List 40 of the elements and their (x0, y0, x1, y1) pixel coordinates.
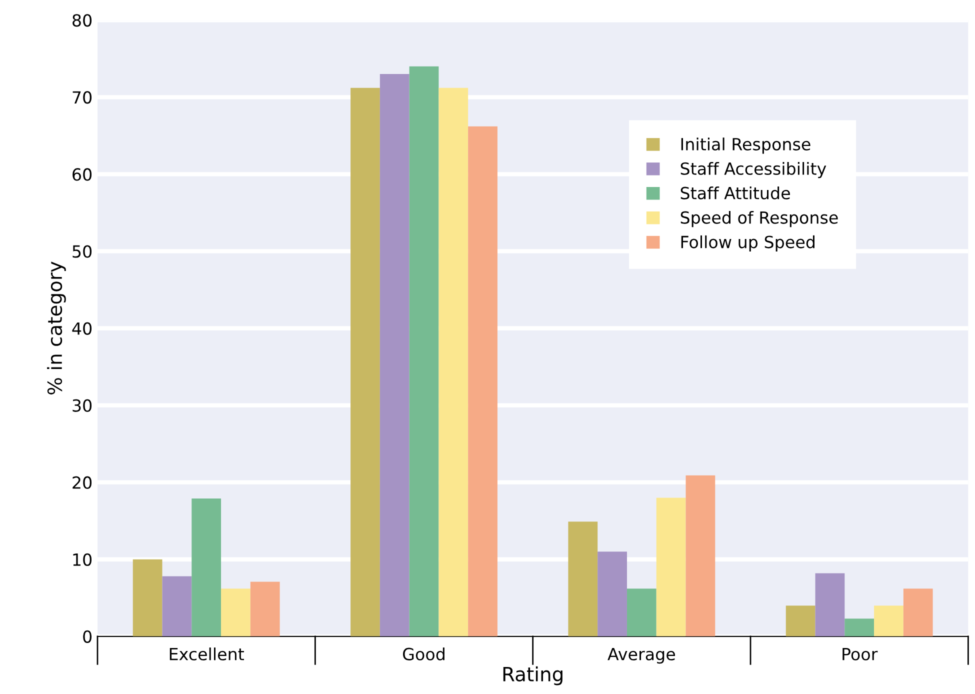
legend-label: Staff Accessibility (680, 162, 826, 178)
legend-label: Staff Attitude (680, 186, 790, 200)
bar (874, 606, 904, 636)
x-tick-label: Excellent (170, 648, 244, 660)
y-tick-label: 60 (72, 168, 92, 181)
x-tick-label: Good (402, 648, 444, 660)
bar (844, 618, 874, 636)
y-axis-title: % in category (47, 262, 66, 394)
x-axis-title: Rating (503, 666, 562, 686)
bar (438, 88, 468, 636)
bar (132, 559, 162, 636)
bar (380, 74, 410, 636)
y-tick-label: 10 (73, 553, 92, 566)
bar (250, 582, 280, 636)
bar (786, 606, 816, 636)
bar (221, 588, 250, 636)
y-tick-label: 50 (72, 245, 92, 258)
bar (409, 66, 439, 636)
bar (162, 576, 192, 636)
x-tick-label: Poor (842, 648, 878, 660)
y-tick-label: 30 (72, 399, 92, 412)
y-tick-label: 20 (72, 476, 92, 489)
bar (626, 588, 656, 636)
bar (350, 88, 380, 636)
y-tick-label: 40 (72, 322, 92, 335)
y-tick-label: 70 (72, 91, 92, 104)
bar (468, 126, 498, 636)
legend-label: Speed of Response (680, 210, 838, 228)
bar (656, 498, 686, 636)
bar (192, 498, 222, 636)
x-tick-label: Average (608, 648, 675, 664)
legend-label: Follow up Speed (681, 235, 814, 252)
legend-label: Initial Response (681, 138, 810, 154)
bar (903, 588, 933, 636)
bar (815, 573, 845, 636)
y-tick-label: 0 (83, 630, 92, 643)
bar (598, 552, 627, 636)
bar (686, 475, 716, 636)
y-tick-label: 80 (72, 14, 92, 27)
bar (568, 522, 598, 636)
